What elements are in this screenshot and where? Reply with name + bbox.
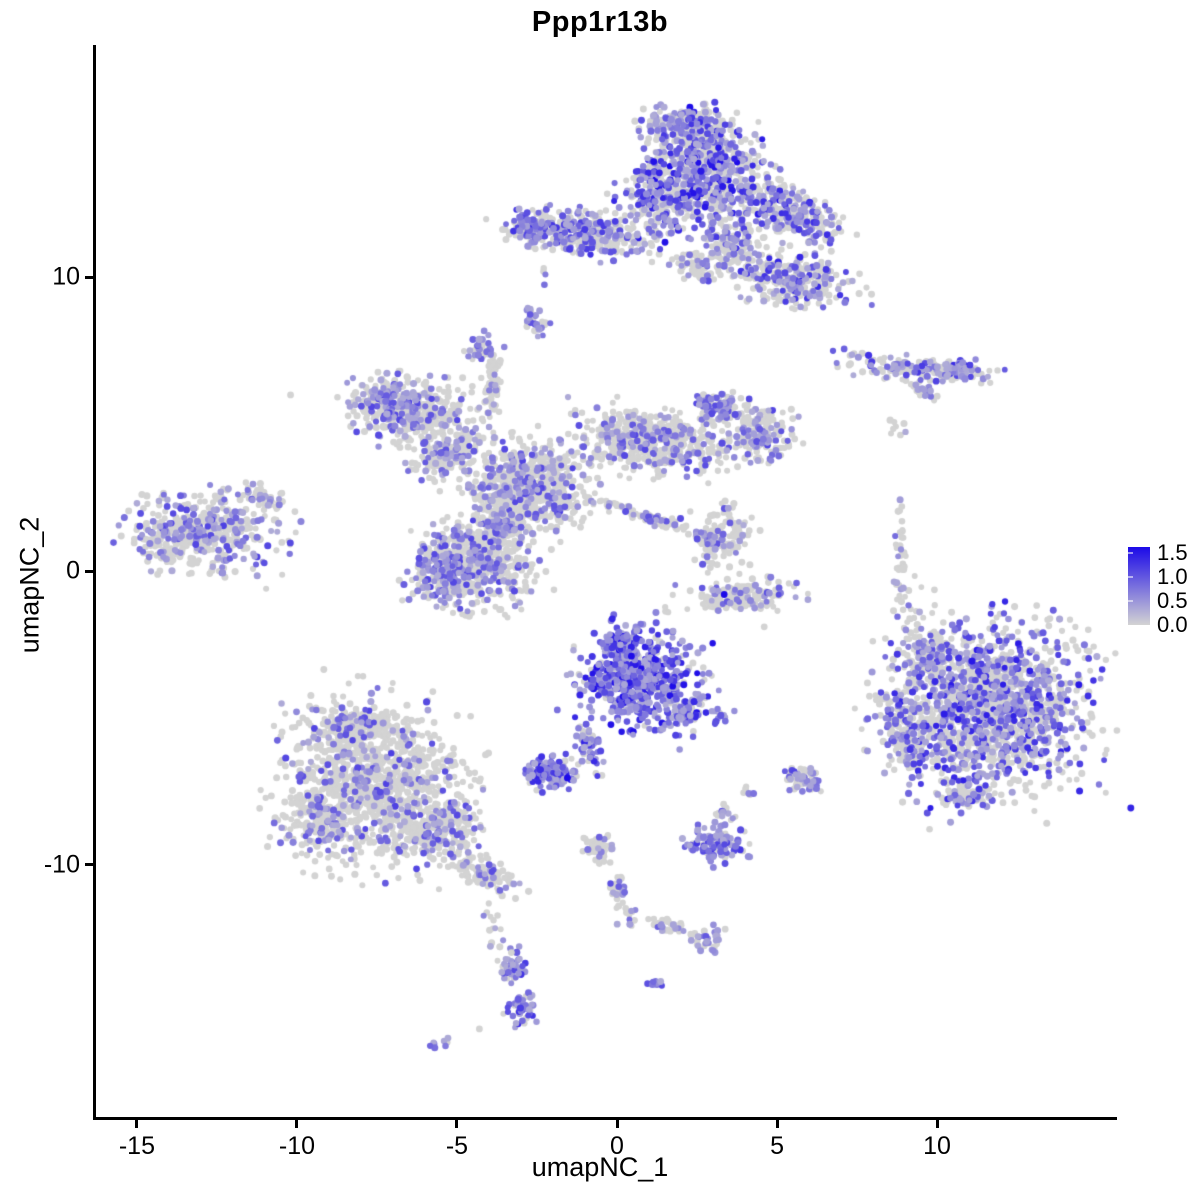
expression-gradient-bar [1128,547,1150,625]
x-tick-label: 5 [770,1132,784,1160]
y-tick-label: 10 [52,262,80,291]
x-tick-label: -5 [445,1132,469,1160]
y-tick-mark [85,863,93,867]
plot-title: Ppp1r13b [531,6,669,38]
x-tick-label: 10 [923,1132,951,1160]
y-tick-label: -10 [43,850,80,879]
x-tick-mark [775,1120,779,1128]
x-tick-mark [295,1120,299,1128]
legend-label: 1.5 [1157,540,1188,566]
x-tick-mark [135,1120,139,1128]
y-tick-mark [85,275,93,279]
x-tick-label: -15 [118,1132,155,1160]
x-tick-mark [935,1120,939,1128]
y-tick-mark [85,569,93,573]
x-axis-line [93,1117,1117,1120]
legend-tick-notch [1128,600,1133,603]
y-axis-line [93,45,96,1120]
legend-label: 0.0 [1157,612,1188,637]
x-axis-title: umapNC_1 [531,1152,669,1182]
x-tick-label: -10 [278,1132,316,1160]
x-tick-label: 0 [610,1132,624,1160]
legend-label: 0.5 [1157,588,1188,614]
x-tick-mark [615,1120,619,1128]
y-axis-title: umapNC_2 [14,516,45,654]
legend-tick-notch [1128,552,1133,555]
legend-label: 1.0 [1157,564,1188,590]
x-tick-mark [455,1120,459,1128]
legend-tick-notch [1128,576,1133,579]
y-tick-label: 0 [66,556,80,585]
